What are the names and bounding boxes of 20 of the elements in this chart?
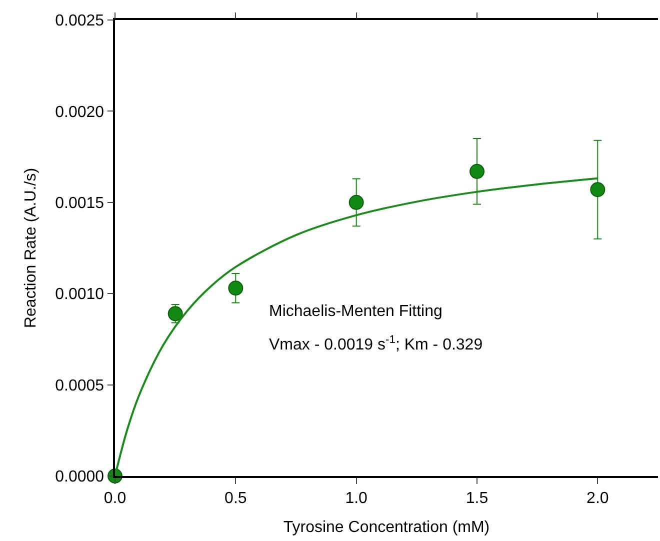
x-tick-label: 1.5	[466, 490, 488, 507]
point	[590, 182, 606, 198]
y-tick-label: 0.0005	[55, 377, 104, 394]
x-tick-label: 1.0	[345, 490, 368, 507]
x-tick-label: 0.0	[104, 490, 126, 507]
y-tick-label: 0.0020	[55, 104, 104, 121]
y-axis-title: Reaction Rate (A.U./s)	[22, 168, 40, 328]
point	[228, 280, 244, 296]
x-tick-label: 2.0	[586, 490, 609, 507]
point	[470, 164, 484, 179]
point	[168, 306, 183, 322]
annotation: Michaelis-Menten Fitting	[269, 303, 442, 320]
y-tick-label: 0.0025	[55, 12, 104, 30]
y-tick-label: 0.0015	[55, 195, 104, 212]
x-axis-title: Tyrosine Concentration (mM)	[283, 519, 490, 536]
y-tick-label: 0.0010	[55, 286, 104, 304]
annotation: Vmax - 0.0019 s$^{-1}$; Km - 0.329	[269, 334, 483, 354]
x-tick-label: 0.5	[224, 490, 247, 507]
y-tick-label: 0.0000	[55, 468, 104, 486]
point	[348, 194, 364, 210]
